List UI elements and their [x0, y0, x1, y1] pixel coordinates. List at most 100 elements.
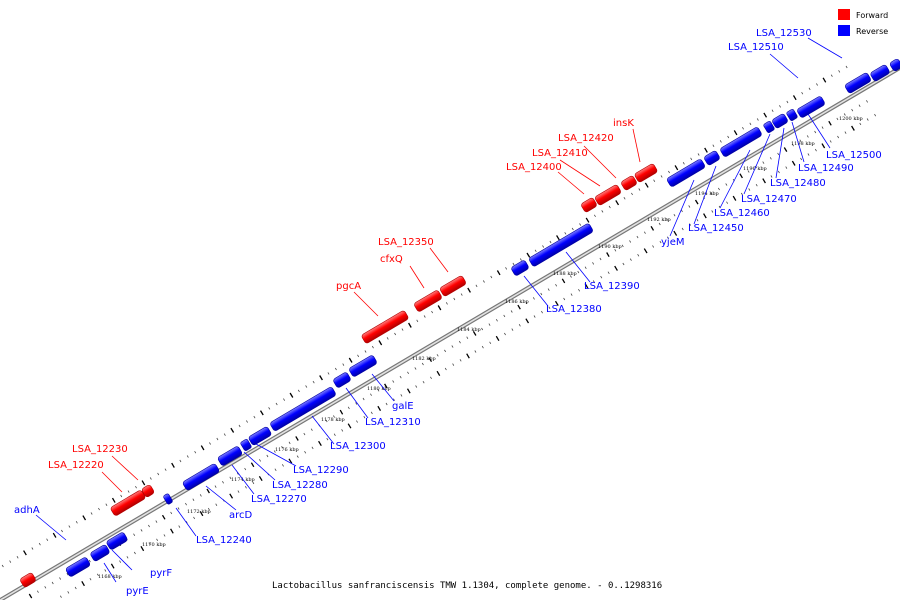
gene-lsa-12300[interactable] — [269, 386, 336, 431]
tick-mark — [517, 304, 521, 310]
gene-lsa-12480[interactable] — [771, 113, 788, 129]
gene-lsa-12280[interactable] — [240, 439, 252, 452]
tick-mark — [547, 288, 550, 291]
tick-mark — [296, 455, 299, 458]
tick-mark — [533, 315, 536, 318]
tick-mark — [481, 345, 484, 349]
label-lsa-12230: LSA_12230 — [72, 444, 128, 455]
gene-cfxq[interactable] — [413, 290, 442, 313]
gene-arcd[interactable] — [182, 463, 220, 491]
tick-mark — [674, 165, 679, 171]
gene-lsa-12530[interactable] — [870, 64, 891, 82]
gene-pgca[interactable] — [361, 310, 409, 344]
tick-mark — [207, 507, 210, 511]
tick-mark — [599, 257, 602, 261]
gene-reverse[interactable] — [889, 58, 900, 72]
gene-forward[interactable] — [19, 572, 36, 588]
tick-mark — [806, 135, 809, 138]
tick-mark — [621, 244, 624, 248]
gene-insk[interactable] — [634, 163, 658, 183]
tick-mark — [532, 297, 535, 300]
tick-mark — [623, 196, 626, 200]
tick-mark — [281, 446, 284, 449]
tick-mark — [453, 297, 456, 301]
tick-mark — [133, 551, 136, 555]
tick-mark — [415, 385, 418, 388]
tick-mark — [570, 293, 573, 296]
gene-yjem[interactable] — [666, 159, 706, 188]
gene-lsa-12240[interactable] — [163, 493, 173, 505]
tick-mark — [851, 125, 855, 131]
tick-mark — [821, 143, 826, 149]
tick-mark — [644, 182, 649, 188]
tick-mark — [814, 148, 817, 152]
tick-mark — [297, 389, 300, 393]
gene-lsa-12270[interactable] — [217, 446, 243, 467]
tick-mark — [525, 301, 528, 304]
tick-mark — [512, 262, 515, 266]
tick-mark — [504, 332, 506, 336]
gene-lsa-12460[interactable] — [720, 126, 763, 157]
tick-mark — [666, 236, 669, 239]
tick-mark — [577, 270, 580, 274]
gene-pyrf[interactable] — [90, 544, 111, 562]
label-lsa-12390: LSA_12390 — [584, 281, 640, 292]
gene-lsa-12290[interactable] — [248, 426, 272, 446]
gene-lsa-12390[interactable] — [528, 223, 593, 267]
tick-mark — [460, 293, 463, 296]
gene-lsa-12490[interactable] — [786, 109, 798, 122]
gene-lsa-12400[interactable] — [580, 197, 597, 213]
gene-lsa-12380[interactable] — [511, 260, 530, 277]
gene-reverse[interactable] — [106, 532, 128, 551]
gene-pyre[interactable] — [65, 557, 91, 578]
gene-lsa-12350[interactable] — [439, 275, 466, 297]
tick-mark — [703, 213, 707, 219]
tick-mark — [579, 223, 582, 226]
tick-mark — [807, 153, 810, 156]
tick-mark — [777, 170, 780, 174]
gene-lsa-12500[interactable] — [796, 96, 825, 119]
tick-mark — [223, 433, 226, 436]
tick-mark — [451, 345, 454, 348]
tick-mark — [719, 140, 722, 143]
tick-label: 1182 kbp — [412, 356, 436, 362]
tick-mark — [771, 109, 774, 112]
tick-mark — [563, 297, 566, 301]
gene-lsa-12410[interactable] — [594, 184, 621, 206]
tick-mark — [740, 192, 743, 196]
gene-gale[interactable] — [348, 355, 377, 378]
tick-mark — [273, 450, 276, 453]
gene-lsa-12420[interactable] — [620, 175, 637, 191]
tick-mark — [436, 354, 439, 357]
gene-lsa-12220[interactable] — [110, 490, 146, 517]
label-insk: insK — [613, 118, 634, 129]
label-lsa-12410: LSA_12410 — [532, 148, 588, 159]
tick-mark — [199, 494, 202, 497]
label-lsa-12270: LSA_12270 — [251, 494, 307, 505]
reverse-minor-ticks — [59, 113, 877, 598]
tick-mark — [668, 170, 670, 174]
tick-mark — [659, 240, 662, 244]
label-gale: galE — [392, 401, 414, 412]
forward-minor-ticks — [1, 65, 848, 568]
tick-label: 1176 kbp — [275, 447, 299, 453]
tick-mark — [59, 595, 62, 598]
tick-mark — [408, 322, 412, 328]
tick-mark — [526, 252, 531, 258]
tick-mark — [339, 409, 344, 415]
tick-mark — [466, 353, 470, 359]
tick-mark — [385, 402, 388, 406]
tick-mark — [135, 485, 137, 489]
tick-mark — [837, 135, 840, 139]
gene-lsa-12510[interactable] — [844, 72, 871, 94]
tick-mark — [393, 398, 395, 401]
gene-lsa-12230[interactable] — [141, 484, 155, 498]
gene-lsa-12470[interactable] — [763, 121, 775, 134]
tick-mark — [104, 569, 107, 572]
gene-lsa-12310[interactable] — [333, 372, 352, 389]
tick-mark — [777, 152, 780, 156]
tick-mark — [96, 573, 99, 577]
gene-lsa-12450[interactable] — [703, 150, 720, 166]
tick-mark — [791, 160, 796, 166]
tick-mark — [436, 370, 441, 377]
